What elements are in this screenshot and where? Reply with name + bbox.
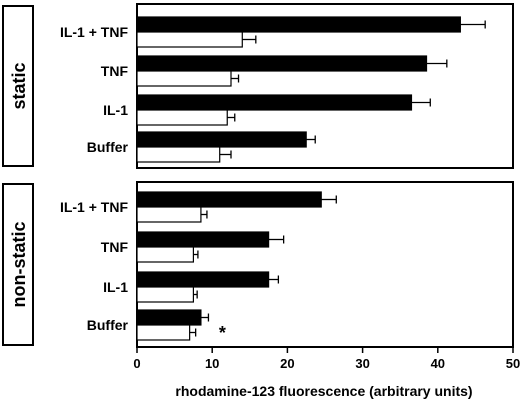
panel-2-bar-3-series-1 — [136, 271, 270, 288]
panel-2-bar-1-series-1 — [136, 191, 322, 208]
panel-1-bar-4-series-1 — [136, 131, 307, 148]
panel-1-bar-2-series-2 — [136, 70, 232, 87]
panel-2-frame — [136, 181, 514, 348]
panel-2-bar-2-series-1 — [136, 231, 270, 248]
panel-2-annotation: * — [219, 323, 226, 343]
x-tick-label-3: 20 — [280, 356, 294, 371]
panel-2-category-label-2: TNF — [101, 239, 129, 255]
panel-1-category-label-1: IL-1 + TNF — [60, 24, 129, 40]
x-tick-label-2: 10 — [205, 356, 219, 371]
panel-1-group-label: static — [9, 62, 29, 109]
panel-1-bar-4-series-2 — [136, 146, 221, 163]
panel-1-category-label-4: Buffer — [87, 139, 129, 155]
chart-labels: static IL-1 + TNF TNF IL-1 Buffer non-static I… — [9, 24, 226, 343]
x-axis: 0 10 20 30 40 50 — [133, 347, 520, 371]
panel-1-bar-3-series-1 — [136, 94, 413, 111]
panel-2-bar-2-series-2 — [136, 246, 195, 263]
x-tick-label-1: 0 — [133, 356, 140, 371]
panel-2-bar-3-series-2 — [136, 286, 195, 303]
panel-1-category-label-2: TNF — [101, 63, 129, 79]
panel-2-bar-1-series-2 — [136, 206, 202, 223]
panel-2-category-label-3: IL-1 — [103, 279, 128, 295]
x-tick-label-4: 30 — [355, 356, 369, 371]
x-tick-label-6: 50 — [506, 356, 520, 371]
panel-2-group-label: non-static — [9, 221, 29, 307]
panel-1-bar-1-series-2 — [136, 31, 243, 48]
panel-1-bar-1-series-1 — [136, 16, 461, 33]
panel-2-bar-4-series-2 — [136, 324, 191, 341]
panel-2-bar-4-series-1 — [136, 309, 202, 326]
panel-2-category-label-1: IL-1 + TNF — [60, 199, 129, 215]
x-tick-label-5: 40 — [431, 356, 445, 371]
panel-1-bar-3-series-2 — [136, 109, 228, 126]
panel-2-category-label-4: Buffer — [87, 317, 129, 333]
panel-1-group-box — [2, 5, 34, 167]
x-axis-title: rhodamine-123 fluorescence (arbitrary un… — [175, 383, 472, 399]
panel-1-category-label-3: IL-1 — [103, 102, 128, 118]
panel-1-bar-2-series-1 — [136, 55, 428, 72]
chart-bars — [136, 3, 514, 348]
panel-2-group-box — [2, 183, 34, 346]
group-label-frames — [2, 5, 34, 346]
